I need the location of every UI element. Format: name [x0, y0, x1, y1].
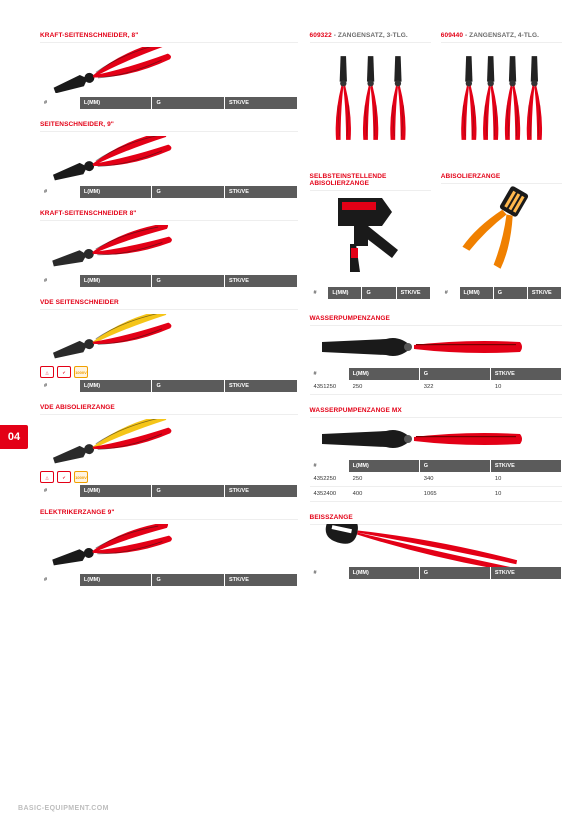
spec-table-header: # L(MM) G STK/VE [40, 485, 298, 497]
spec-table-row: 4351250 250 322 10 [310, 380, 562, 395]
product-image [310, 418, 562, 460]
1000v-badge-icon: 1000V [74, 471, 88, 483]
vde-badge-icon: △ [40, 366, 54, 378]
product-set-image [310, 43, 431, 153]
product-image [40, 132, 298, 186]
product-block: BEISSZANGE # L(MM) G STK/VE [310, 512, 562, 579]
gs-badge-icon: ✔ [57, 366, 71, 378]
product-block: VDE ABISOLIERZANGE △ ✔ 1000V # L(MM) G S… [40, 402, 298, 497]
product-title: 609440 - ZANGENSATZ, 4-TLG. [441, 30, 562, 43]
product-image [40, 43, 298, 97]
spec-table-header: # L(MM) G STK/VE [40, 380, 298, 392]
product-block: VDE SEITENSCHNEIDER △ ✔ 1000V # L(MM) G … [40, 297, 298, 392]
product-image [310, 525, 562, 567]
product-block: WASSERPUMPENZANGE MX # L(MM) G STK/VE 43… [310, 405, 562, 502]
product-image [310, 326, 562, 368]
right-column: 609322 - ZANGENSATZ, 3-TLG. [310, 30, 562, 596]
product-image [310, 191, 431, 271]
page-tab: 04 [0, 425, 28, 449]
certification-badges: △ ✔ 1000V [40, 364, 298, 380]
product-image [40, 520, 298, 574]
1000v-badge-icon: 1000V [74, 366, 88, 378]
product-block: SELBSTEINSTELLENDE ABISOLIERZANGE [310, 171, 431, 271]
product-block: WASSERPUMPENZANGE # L(MM) G STK/VE 43512… [310, 313, 562, 395]
spec-table-header: # L(MM) G STK/VE [310, 460, 562, 472]
product-title: KRAFT-SEITENSCHNEIDER, 8" [40, 30, 298, 43]
product-block: KRAFT-SEITENSCHNEIDER, 8" # L(MM) G STK/… [40, 30, 298, 109]
product-title: VDE ABISOLIERZANGE [40, 402, 298, 415]
product-image [40, 221, 298, 275]
spec-table-header: # L(MM) G STK/VE [40, 186, 298, 198]
product-block: KRAFT-SEITENSCHNEIDER 8" # L(MM) G STK/V… [40, 208, 298, 287]
gs-badge-icon: ✔ [57, 471, 71, 483]
spec-table-row: 4352400 400 1065 10 [310, 487, 562, 502]
product-block: ELEKTRIKERZANGE 9" # L(MM) G STK/VE [40, 507, 298, 586]
product-title: WASSERPUMPENZANGE [310, 313, 562, 326]
spec-table-header: # L(MM) G STK/VE [441, 287, 562, 299]
spec-table-header: # L(MM) G STK/VE [310, 368, 562, 380]
product-title: 609322 - ZANGENSATZ, 3-TLG. [310, 30, 431, 43]
spec-table-row: 4352250 250 340 10 [310, 472, 562, 487]
product-image [40, 310, 298, 364]
product-set-block: 609322 - ZANGENSATZ, 3-TLG. [310, 30, 431, 153]
product-title: VDE SEITENSCHNEIDER [40, 297, 298, 310]
footer-url: BASIC-EQUIPMENT.COM [18, 805, 109, 812]
product-title: WASSERPUMPENZANGE MX [310, 405, 562, 418]
product-set-image [441, 43, 562, 153]
product-set-block: 609440 - ZANGENSATZ, 4-TLG. [441, 30, 562, 153]
spec-table-header: # L(MM) G STK/VE [40, 275, 298, 287]
catalog-page: KRAFT-SEITENSCHNEIDER, 8" # L(MM) G STK/… [0, 0, 580, 616]
product-title: ELEKTRIKERZANGE 9" [40, 507, 298, 520]
spec-table-header: # L(MM) G STK/VE [310, 287, 431, 299]
certification-badges: △ ✔ 1000V [40, 469, 298, 485]
product-image [40, 415, 298, 469]
vde-badge-icon: △ [40, 471, 54, 483]
left-column: KRAFT-SEITENSCHNEIDER, 8" # L(MM) G STK/… [40, 30, 298, 596]
product-title: SEITENSCHNEIDER, 9" [40, 119, 298, 132]
product-block: SEITENSCHNEIDER, 9" # L(MM) G STK/VE [40, 119, 298, 198]
spec-table-header: # L(MM) G STK/VE [40, 97, 298, 109]
product-image [441, 184, 562, 264]
product-title: KRAFT-SEITENSCHNEIDER 8" [40, 208, 298, 221]
spec-table-header: # L(MM) G STK/VE [40, 574, 298, 586]
product-block: ABISOLIERZANGE [441, 171, 562, 271]
spec-table-header: # L(MM) G STK/VE [310, 567, 562, 579]
